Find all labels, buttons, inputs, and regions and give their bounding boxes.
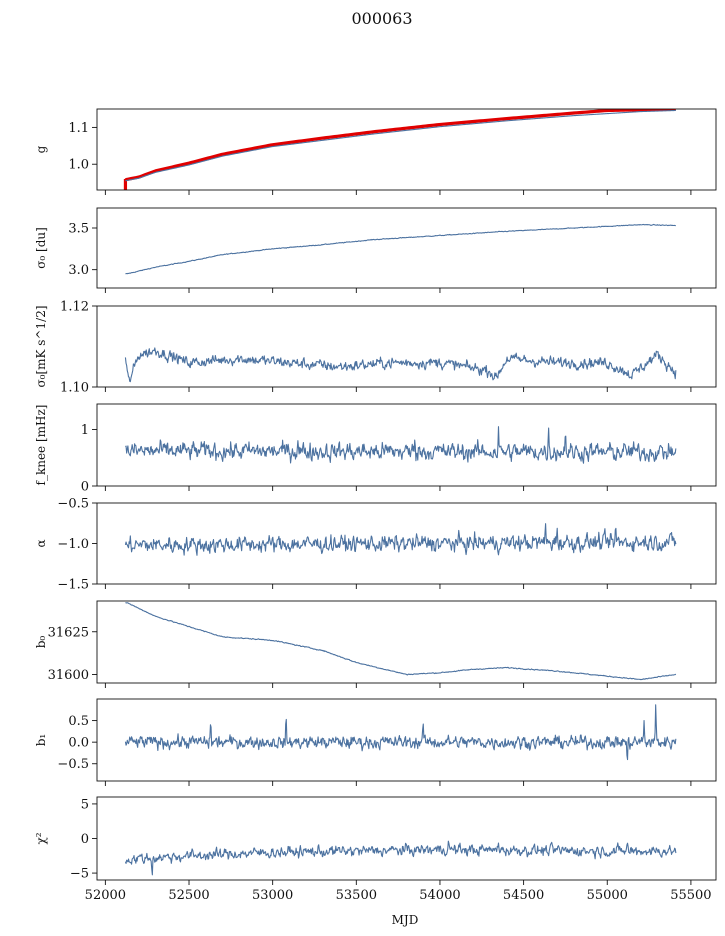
y-tick-label: 1.10 xyxy=(60,381,89,396)
y-axis-label: b₁ xyxy=(34,734,48,747)
y-axis-label: g xyxy=(34,145,48,153)
series-line xyxy=(125,602,677,681)
y-tick-label: 1.0 xyxy=(68,158,89,173)
y-tick-label: −0.5 xyxy=(57,757,89,772)
y-tick-label: 31600 xyxy=(48,668,89,683)
y-tick-label: 0.0 xyxy=(68,736,89,751)
y-axis-label: χ² xyxy=(34,832,48,844)
panel-frame xyxy=(96,403,717,487)
y-tick-label: 0 xyxy=(81,480,89,495)
panel-frame xyxy=(96,305,717,388)
y-tick-label: 5 xyxy=(81,797,89,812)
series-line xyxy=(124,347,677,383)
series-line xyxy=(124,523,677,556)
panel-5: −1.5 −1.0 −0.5 α xyxy=(34,497,717,593)
panel-frame xyxy=(96,698,717,782)
panel-1: 1.0 1.1 g xyxy=(34,108,717,195)
y-axis-label: σ₀ [du] xyxy=(34,227,48,269)
y-tick-label: −1.5 xyxy=(57,578,89,593)
panel-frame xyxy=(96,108,717,191)
panel-frame xyxy=(96,796,717,881)
x-tick-label: 54500 xyxy=(503,888,544,903)
y-axis-label: α xyxy=(34,539,48,547)
y-tick-label: 31625 xyxy=(48,625,89,640)
x-tick-label: 53500 xyxy=(336,888,377,903)
y-tick-label: 3.0 xyxy=(68,263,89,278)
x-axis-label: MJD xyxy=(392,913,419,927)
y-axis-label: b₀ xyxy=(34,636,48,649)
y-tick-label: 1 xyxy=(81,423,89,438)
y-axis-label: f_knee [mHz] xyxy=(34,405,48,486)
x-tick-label: 55500 xyxy=(670,888,711,903)
panel-7: −0.5 0.0 0.5 b₁ xyxy=(34,698,717,786)
series-line xyxy=(124,840,677,876)
x-tick-label: 54000 xyxy=(419,888,460,903)
series-line xyxy=(124,704,677,761)
series-line xyxy=(125,109,676,182)
panels: 1.0 1.1 g 3.0 3.5 σ₀ [du] 1.10 1.12 σ₀[mK s^1/2]… xyxy=(34,108,717,903)
panel-3: 1.10 1.12 σ₀[mK s^1/2] xyxy=(34,300,717,396)
series-line xyxy=(125,426,677,464)
panel-frame xyxy=(96,207,717,289)
y-tick-label: 1.12 xyxy=(60,300,89,315)
series-line xyxy=(125,223,676,275)
y-axis-label: σ₀[mK s^1/2] xyxy=(34,305,48,387)
panel-2: 3.0 3.5 σ₀ [du] xyxy=(34,207,717,293)
y-tick-label: 3.5 xyxy=(68,222,89,237)
reference-series-line xyxy=(125,109,676,182)
x-tick-label: 52000 xyxy=(85,888,126,903)
x-tick-label: 55000 xyxy=(587,888,628,903)
y-tick-label: 0 xyxy=(81,832,89,847)
panel-frame xyxy=(96,600,717,684)
x-tick-label: 53000 xyxy=(252,888,293,903)
panel-4: 0 1 f_knee [mHz] xyxy=(34,403,717,495)
y-tick-label: −5 xyxy=(70,867,89,882)
panel-8: −5 0 5 52000 52500 53000 53500 54000 54500 55000 5… xyxy=(34,796,717,903)
x-tick-label: 52500 xyxy=(168,888,209,903)
y-tick-label: 0.5 xyxy=(68,714,89,729)
figure-title: 000063 xyxy=(351,9,412,28)
y-tick-label: 1.1 xyxy=(68,121,89,136)
y-tick-label: −1.0 xyxy=(57,537,89,552)
y-tick-label: −0.5 xyxy=(57,497,89,512)
